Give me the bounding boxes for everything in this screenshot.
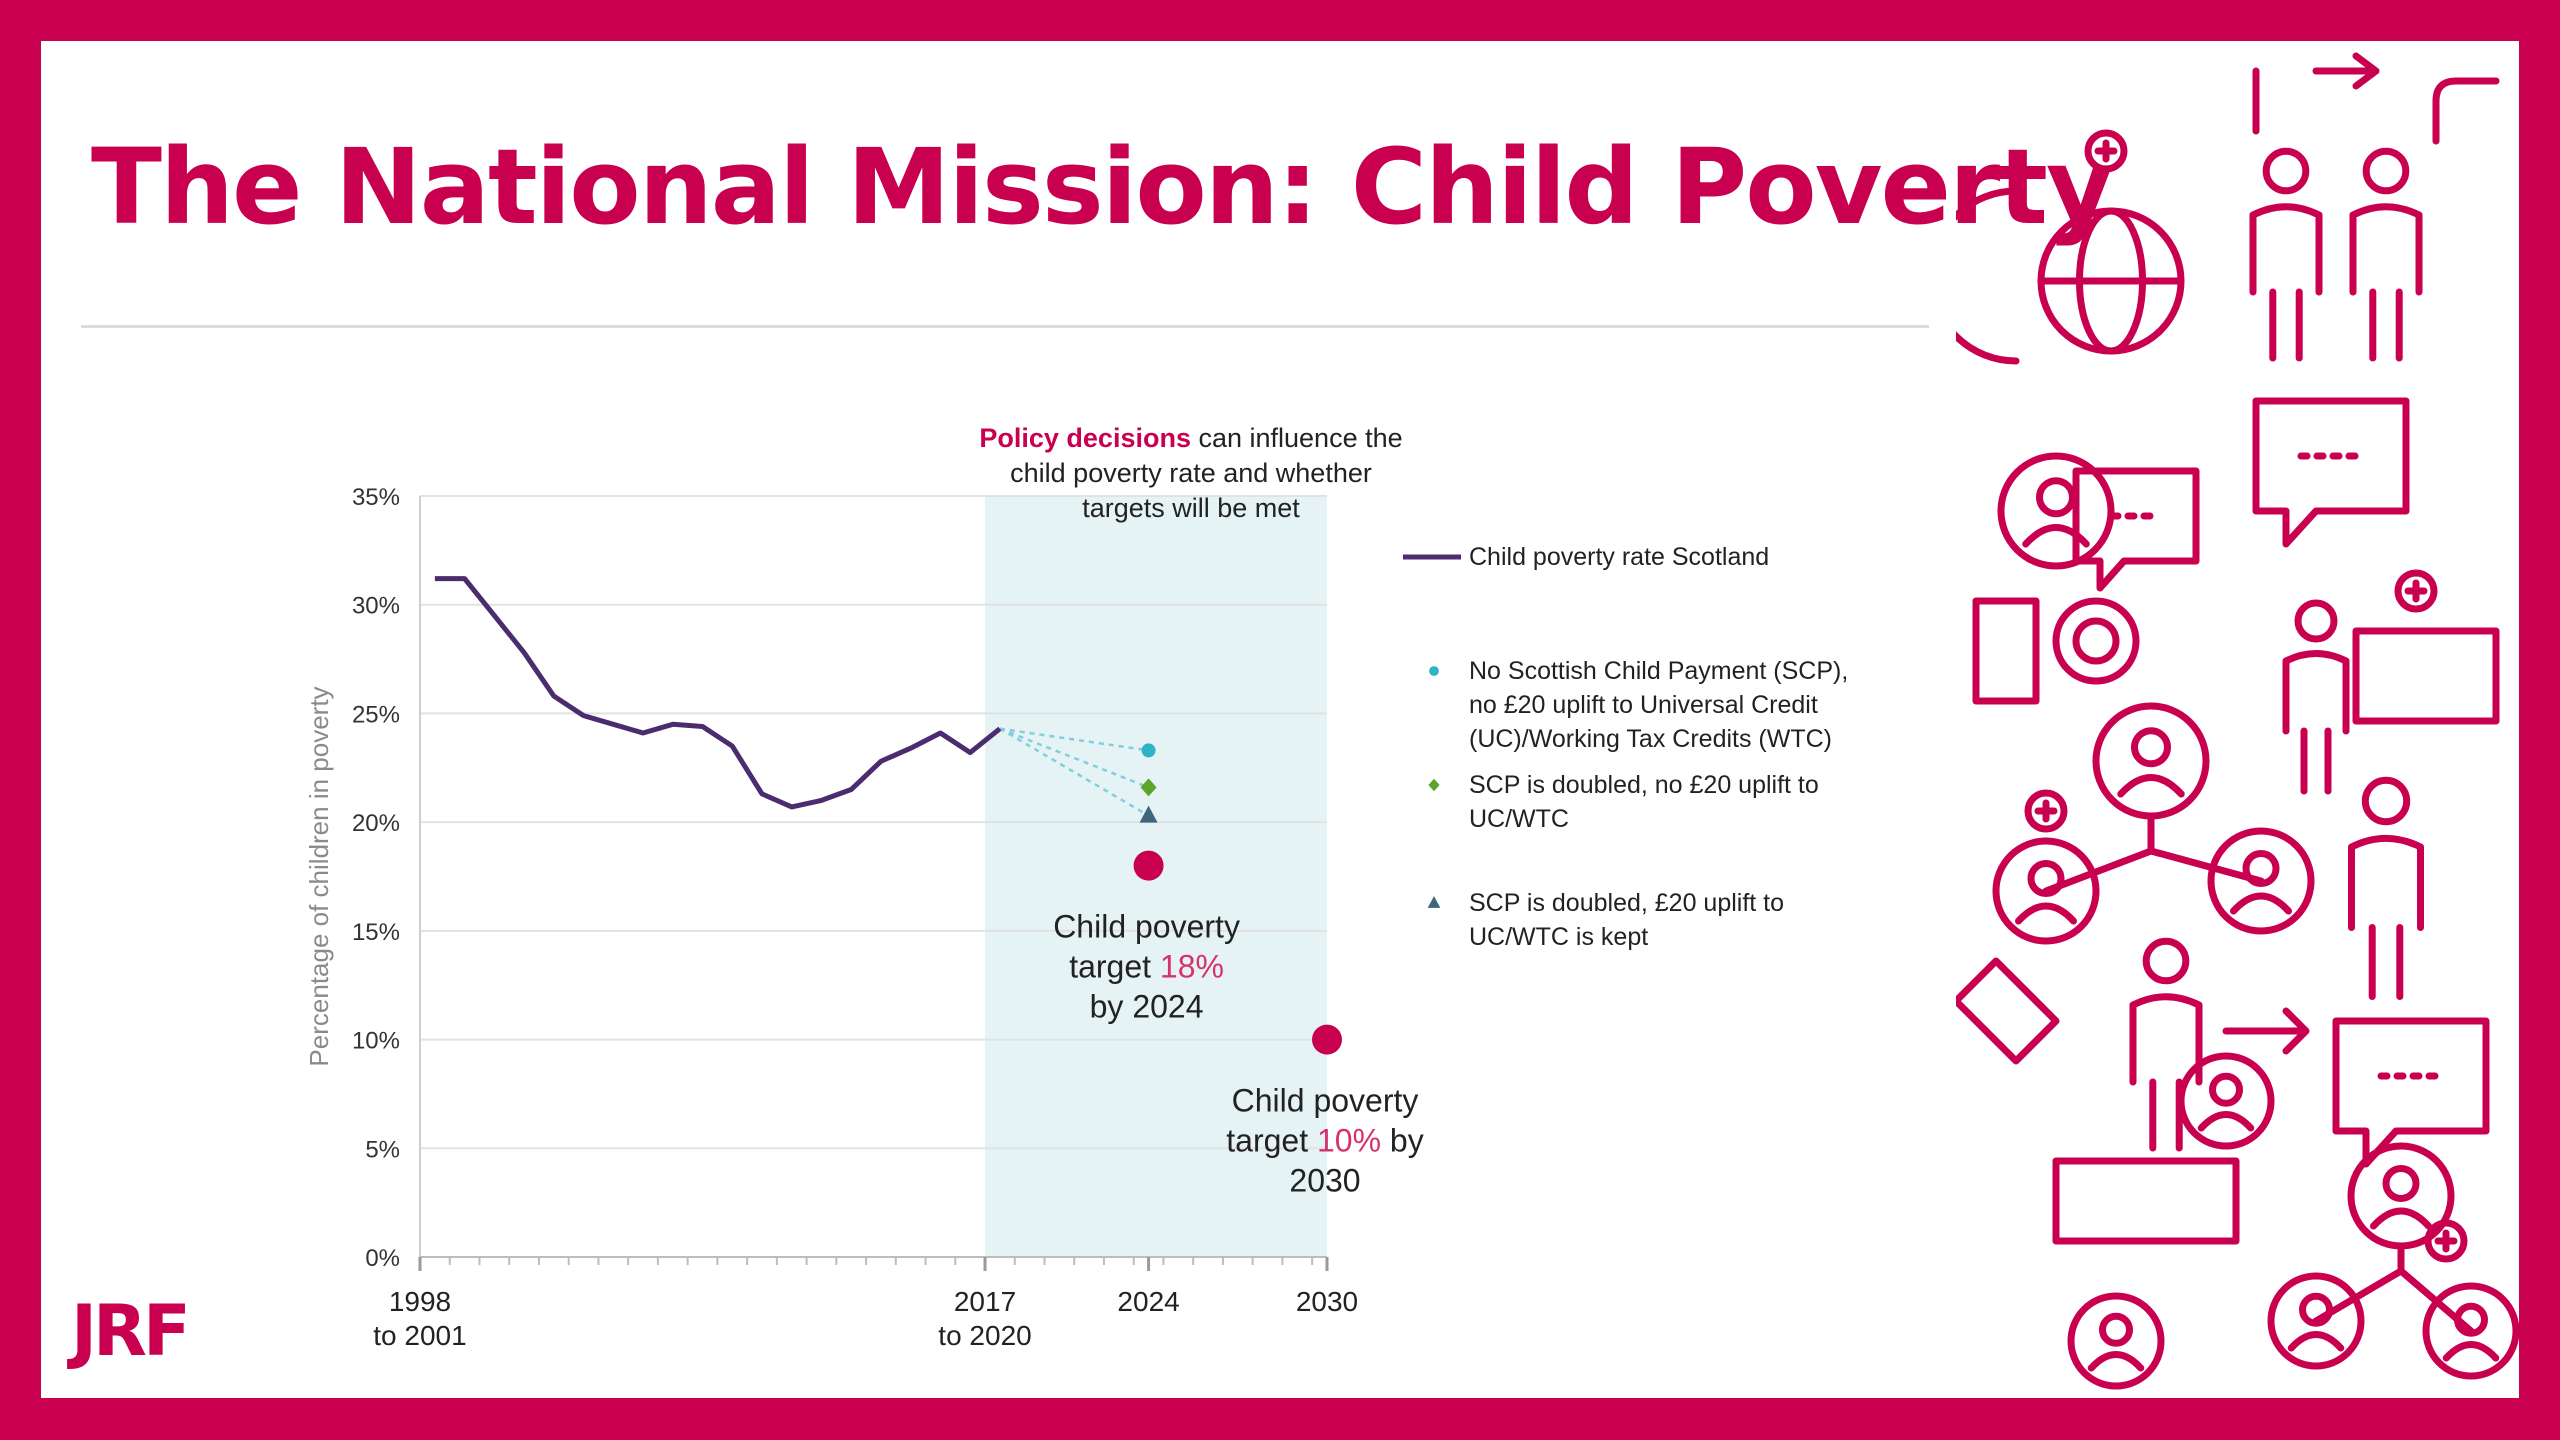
y-axis-label: Percentage of children in poverty xyxy=(304,686,334,1066)
projection-dotted-line xyxy=(999,727,1150,817)
y-tick-label: 15% xyxy=(352,919,400,946)
series-line xyxy=(434,576,1002,810)
legend-entry-line: (UC)/Working Tax Credits (WTC) xyxy=(1469,725,1832,753)
policy-annotation-line: child poverty rate and whether xyxy=(1010,458,1372,488)
projection-marker xyxy=(1141,743,1156,758)
x-tick-label-line: 2017 xyxy=(954,1286,1016,1317)
jrf-logo: JRF xyxy=(71,1290,191,1372)
legend-marker xyxy=(1427,896,1441,908)
legend: Child poverty rate Scotland No Scottish C… xyxy=(1403,543,1848,951)
policy-annotation-highlight: Policy decisions xyxy=(979,423,1191,453)
target-label-value: 18% xyxy=(1160,949,1224,985)
target-label-line: by 2024 xyxy=(1090,989,1204,1025)
policy-annotation-line: targets will be met xyxy=(1082,493,1300,523)
target-label-line: Child poverty xyxy=(1232,1083,1419,1119)
target-marker xyxy=(1312,1024,1342,1055)
y-tick-label: 0% xyxy=(365,1245,400,1272)
x-tick-label-line: to 2001 xyxy=(373,1320,466,1351)
target-label: Child poverty target 10% by 2030 xyxy=(1226,1083,1423,1199)
y-tick-label: 5% xyxy=(365,1136,400,1163)
x-tick-label-line: 1998 xyxy=(389,1286,451,1317)
x-tick-label-line: 2030 xyxy=(1296,1286,1358,1317)
slide-title: The National Mission: Child Poverty xyxy=(91,126,2114,248)
legend-entry-line: SCP is doubled, no £20 uplift to xyxy=(1469,771,1819,799)
projection-dotted-line xyxy=(999,727,1150,789)
target-label-line: 2030 xyxy=(1289,1163,1360,1199)
y-tick-label: 25% xyxy=(352,701,400,728)
target-label-line: Child poverty xyxy=(1053,909,1240,945)
people-network-icon-pattern xyxy=(1956,52,2519,1390)
y-tick-label: 30% xyxy=(352,593,400,620)
projection-marker xyxy=(1140,778,1157,797)
legend-marker xyxy=(1428,778,1440,792)
y-tick-label: 20% xyxy=(352,810,400,837)
legend-entry-line: No Scottish Child Payment (SCP), xyxy=(1469,657,1848,685)
target-label-text: target xyxy=(1069,949,1160,985)
target-label-value: 10% xyxy=(1317,1123,1381,1159)
legend-entry: Child poverty rate Scotland xyxy=(1469,543,1769,571)
target-label-line: target 10% by xyxy=(1226,1123,1423,1159)
target-label-text: target xyxy=(1226,1123,1317,1159)
x-tick-label: 2024 xyxy=(1117,1257,1180,1317)
policy-annotation: Policy decisions can influence the xyxy=(979,423,1402,453)
pattern-icons xyxy=(1956,52,2519,1390)
legend-entry-line: no £20 uplift to Universal Credit xyxy=(1469,691,1818,719)
x-tick-label-line: to 2020 xyxy=(938,1320,1031,1351)
target-label: Child poverty target 18% by 2024 xyxy=(1053,909,1240,1025)
slide: The National Mission: Child Poverty 0% 5%… xyxy=(41,41,2519,1398)
y-tick-label: 10% xyxy=(352,1028,400,1055)
policy-annotation-rest: can influence the xyxy=(1191,423,1403,453)
x-tick-label: 2030 xyxy=(1296,1257,1358,1317)
legend-marker xyxy=(1429,666,1439,676)
target-label-text: by xyxy=(1381,1123,1424,1159)
legend-entry-line: SCP is doubled, £20 uplift to xyxy=(1469,889,1784,917)
legend-entry-line: UC/WTC is kept xyxy=(1469,923,1648,951)
projection-marker xyxy=(1139,805,1158,823)
x-tick-label-line: 2024 xyxy=(1117,1286,1179,1317)
target-label-line: target 18% xyxy=(1069,949,1224,985)
y-tick-label: 35% xyxy=(352,484,400,511)
title-divider xyxy=(81,325,1929,328)
target-marker xyxy=(1133,850,1164,881)
legend-entry-line: UC/WTC xyxy=(1469,805,1569,833)
